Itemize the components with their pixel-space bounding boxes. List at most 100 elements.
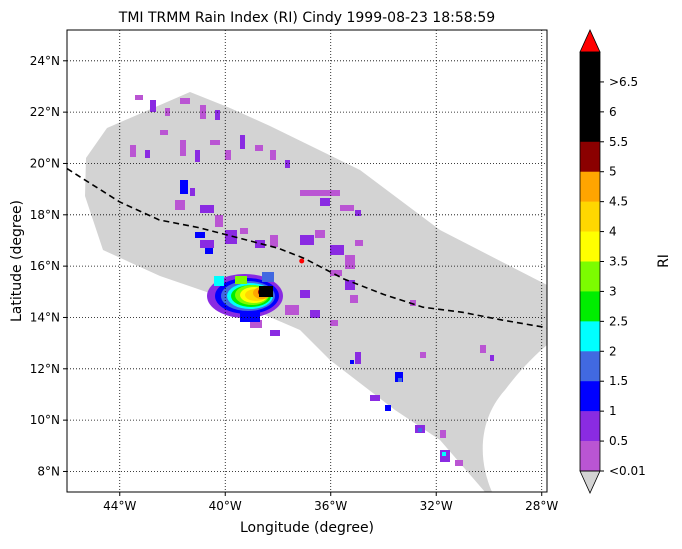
grid-lines	[67, 30, 547, 492]
rain-cell	[480, 345, 486, 353]
rain-cell	[442, 452, 446, 456]
rain-cell	[135, 95, 143, 100]
rain-cell	[200, 205, 214, 213]
rain-cell	[180, 98, 190, 104]
colorbar-under-arrow	[579, 470, 601, 494]
y-tick-label: 22°N	[30, 105, 60, 119]
colorbar-tick-label: 2.5	[609, 314, 628, 328]
rain-cell	[300, 235, 314, 245]
x-tick-label: 28°W	[525, 499, 558, 513]
rain-core	[235, 276, 247, 284]
rain-core	[214, 276, 224, 286]
rain-cell	[420, 352, 426, 358]
colorbar-tick-label: 5.5	[609, 135, 628, 149]
rain-cell	[340, 205, 354, 211]
rain-cell	[410, 300, 416, 306]
storm-center-marker	[299, 258, 305, 264]
x-tick-label: 36°W	[314, 499, 347, 513]
rain-cell	[398, 378, 402, 382]
satellite-swath	[85, 92, 547, 492]
y-tick-label: 12°N	[30, 362, 60, 376]
rain-cell	[310, 310, 320, 318]
storm-track-line	[67, 167, 547, 329]
rain-cell	[225, 150, 231, 160]
colorbar: <0.01 0.5 1 1.5 2 2.5 3 3.5 4 4.5 5 5.5 6 >6.5	[579, 29, 646, 494]
rain-cell	[385, 405, 391, 411]
rain-cell	[355, 210, 361, 216]
rain-cell	[370, 395, 380, 401]
rain-cell	[490, 355, 494, 361]
colorbar-bin	[580, 441, 600, 472]
rain-cell	[240, 135, 245, 149]
colorbar-bin	[580, 52, 600, 83]
rain-cell	[315, 230, 325, 238]
y-axis-ticks: 8°N 10°N 12°N 14°N 16°N 18°N 20°N 22°N 24°N	[30, 54, 67, 478]
colorbar-bin	[580, 381, 600, 412]
colorbar-tick-label: 5	[609, 165, 617, 179]
rain-cell	[355, 352, 361, 364]
rain-cell	[355, 240, 363, 246]
rain-cell	[150, 100, 156, 112]
colorbar-bin	[580, 321, 600, 352]
rain-cell	[255, 240, 265, 248]
rain-cell	[300, 190, 340, 196]
x-tick-label: 44°W	[103, 499, 136, 513]
rain-cell	[250, 320, 262, 328]
y-tick-label: 18°N	[30, 208, 60, 222]
rain-cell	[130, 145, 136, 157]
axes-frame	[66, 29, 548, 493]
colorbar-tick-label: 2	[609, 344, 617, 358]
y-tick-label: 24°N	[30, 54, 60, 68]
rain-cell	[165, 108, 170, 116]
rain-cells	[130, 95, 494, 466]
colorbar-tick-label: 3.5	[609, 255, 628, 269]
colorbar-tick-label: 4	[609, 225, 617, 239]
rain-cell	[300, 290, 310, 298]
rain-cell	[160, 130, 168, 135]
y-tick-label: 8°N	[37, 464, 60, 478]
colorbar-tick-label: 6	[609, 105, 617, 119]
rain-core	[259, 286, 273, 297]
rain-cell	[418, 428, 422, 432]
rain-cell	[440, 430, 446, 438]
y-tick-label: 10°N	[30, 413, 60, 427]
y-axis-label: Latitude (degree)	[9, 200, 25, 322]
rain-cell	[395, 372, 403, 382]
rain-cell	[255, 145, 263, 151]
rain-cell	[215, 110, 220, 120]
x-tick-label: 32°W	[420, 499, 453, 513]
rain-cell	[195, 232, 205, 238]
rain-cell	[455, 460, 463, 466]
rain-cell	[270, 235, 278, 247]
rain-cell	[345, 280, 355, 290]
colorbar-bin	[580, 141, 600, 173]
colorbar-bin	[580, 81, 600, 113]
rain-cell	[270, 330, 280, 336]
colorbar-bin	[580, 171, 600, 202]
x-axis-label: Longitude (degree)	[240, 520, 374, 536]
x-axis-ticks: 44°W 40°W 36°W 32°W 28°W	[103, 492, 558, 513]
rain-cell	[330, 245, 344, 255]
y-tick-label: 20°N	[30, 156, 60, 170]
colorbar-tick-label: <0.01	[609, 464, 646, 478]
rain-cell	[195, 150, 200, 162]
colorbar-bin	[580, 411, 600, 442]
rain-cell	[180, 180, 188, 194]
map-axes: 44°W 40°W 36°W 32°W 28°W 8°N 10°N 12°N 14°N 16°N…	[30, 29, 558, 513]
rain-cell	[190, 188, 195, 196]
rain-core	[262, 272, 274, 282]
rain-cell	[215, 215, 223, 227]
y-tick-label: 14°N	[30, 310, 60, 324]
rain-cell	[330, 270, 342, 276]
figure-title: TMI TRMM Rain Index (RI) Cindy 1999-08-2…	[118, 10, 495, 26]
colorbar-bin	[580, 291, 600, 322]
colorbar-bin	[580, 201, 600, 232]
colorbar-bin	[580, 231, 600, 262]
colorbar-tick-label: 1	[609, 404, 617, 418]
rain-core	[240, 312, 260, 322]
rain-cell	[330, 320, 338, 326]
colorbar-tick-label: 3	[609, 284, 617, 298]
colorbar-tick-label: 0.5	[609, 434, 628, 448]
